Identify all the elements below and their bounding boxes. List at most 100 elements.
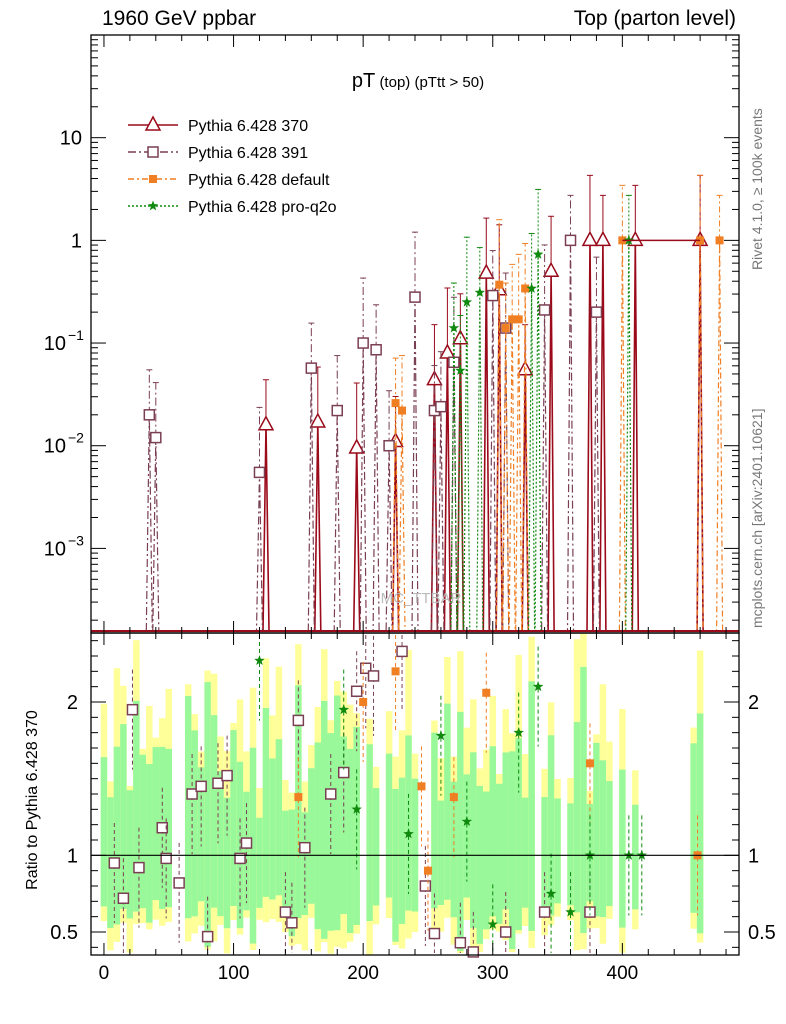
x-tick-label: 0 [99,963,110,984]
ratio-point [482,688,491,697]
ratio-band-inner [256,817,263,908]
data-point [435,400,447,413]
ratio-band-inner [398,777,406,925]
data-point [478,263,495,279]
ratio-point [108,857,121,869]
ratio-point [423,866,432,875]
ratio-band-inner [346,748,354,934]
ratio-band-inner [483,791,490,930]
ratio-band-inner [120,724,127,909]
ratio-point [417,782,426,791]
legend: Pythia 6.428 370 Pythia 6.428 391 Pythia 6… [128,115,337,216]
ratio-point [195,780,207,793]
ratio-point [186,788,198,800]
ratio-y-tick-label: 1 [67,845,78,867]
ratio-y-tick-label-right: 2 [748,692,759,714]
ratio-band-inner [314,742,322,930]
legend-label: Pythia 6.428 pro-q2o [188,199,337,216]
series-s391 [143,194,603,632]
ratio-band-inner [223,797,231,929]
ratio-band-inner [334,695,341,931]
y-tick-label: 10 [60,128,82,150]
ratio-band-inner [366,744,373,922]
chart-title: pT (top) (pTtt > 50) [352,70,484,92]
legend-label: Pythia 6.428 370 [188,118,308,135]
ratio-point [545,888,557,899]
data-point [383,439,395,452]
y-tick-exponent: −1 [68,327,84,343]
ratio-point [338,704,349,715]
ratio-band-inner [282,810,289,917]
data-point [521,284,530,293]
ratio-point [403,828,414,839]
data-point [253,466,266,479]
ratio-point [292,714,305,727]
ratio-point [435,730,447,741]
ratio-band-inner [385,753,393,898]
ratio-band-inner [567,803,574,906]
ratio-y-tick-label-right: 0.5 [748,922,776,944]
x-tick-label: 300 [477,963,509,984]
ratio-point [126,703,139,716]
ratio-band-inner [554,798,561,904]
ratio-point [367,670,380,682]
data-point [590,306,603,318]
ratio-band-inner [606,781,613,907]
ratio-point [487,918,498,929]
ratio-y-tick-label: 0.5 [50,922,78,944]
ratio-band-inner [139,754,147,909]
legend-marker [144,115,162,131]
collision-energy-label: 1960 GeV ppbar [102,7,257,30]
ratio-band-inner [210,715,218,908]
y-tick-label: 10 [44,538,66,560]
ratio-series-s391 [108,635,596,958]
ratio-point [212,777,224,790]
ratio-point [396,645,408,658]
ratio-band-inner [431,732,438,909]
data-point [487,289,499,302]
ratio-point [254,655,265,665]
legend-entry-default: Pythia 6.428 default [128,172,330,189]
data-point [581,230,599,247]
ratio-point [279,906,292,918]
observable-label: Top (parton level) [573,7,736,30]
y-tick-exponent: −2 [68,430,84,446]
ratio-band-inner [165,748,172,908]
ratio-band-inner [133,700,140,912]
ratio-band-inner [243,791,250,911]
ratio-band-inner [146,763,153,923]
ratio-band-inner [508,751,516,950]
ratio-band-inner [249,747,257,944]
chart-title-part: pT [352,70,375,92]
data-point [455,365,466,375]
ratio-band-inner [541,797,548,911]
ratio-band-inner [269,758,276,900]
data-point [461,296,473,307]
ratio-point [337,766,350,779]
ratio-band-inner [301,812,309,915]
ratio-band-inner [217,771,224,917]
legend-marker [147,146,159,158]
ratio-series-default [294,635,702,931]
main-series-layer [91,174,739,632]
ratio-point [391,667,400,676]
data-point [564,234,577,247]
data-point [715,236,724,245]
data-point [532,248,544,259]
ratio-point [325,788,337,800]
legend-marker [149,175,157,183]
ratio-y-tick-label: 2 [67,692,78,714]
data-point [348,438,365,454]
ratio-point [294,793,303,802]
ratio-point [350,685,363,698]
rivet-version-label: Rivet 4.1.0, ≥ 100k events [749,108,765,270]
series-proq2o [448,188,635,632]
data-point [391,399,400,408]
ratio-point [234,852,246,865]
ratio-point [585,759,594,768]
ratio-point [286,917,298,929]
data-point [257,415,275,431]
ratio-band-inner [204,682,211,947]
ratio-band-inner [573,722,581,913]
ratio-band-inner [502,752,509,910]
